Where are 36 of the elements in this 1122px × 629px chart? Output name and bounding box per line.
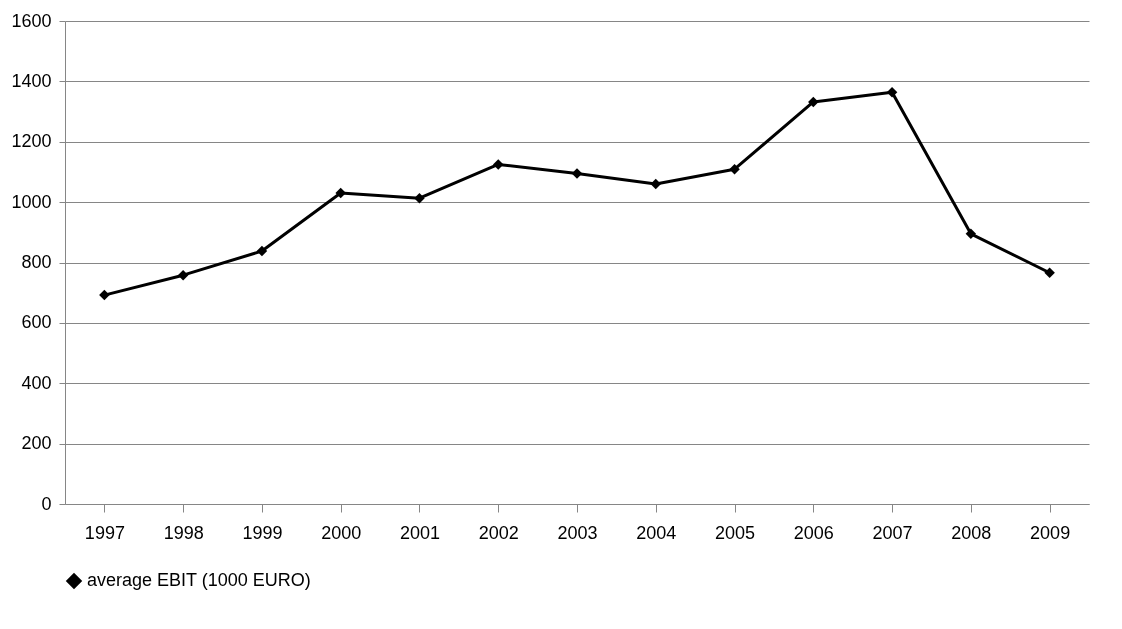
- x-tick-label: 2006: [793, 522, 834, 543]
- x-tick-label: 2001: [399, 522, 440, 543]
- y-tick-label: 200: [21, 433, 52, 454]
- x-tick-label: 1997: [84, 522, 125, 543]
- point: [99, 289, 110, 301]
- y-tick-label: 1400: [11, 70, 52, 91]
- x-tick-label: 2009: [1030, 522, 1071, 543]
- x-tick-label: 2004: [636, 522, 677, 543]
- legend-label: average EBIT (1000 EURO): [87, 570, 311, 590]
- y-tick-label: 800: [21, 252, 52, 272]
- point: [965, 228, 977, 240]
- x-tick-label: 1999: [242, 522, 283, 543]
- y-tick-label: 1000: [11, 191, 52, 212]
- point: [650, 178, 662, 190]
- x-tick-label: 2000: [321, 522, 362, 543]
- y-tick-label: 600: [21, 312, 52, 333]
- y-tick-label: 1600: [11, 10, 52, 31]
- x-tick-label: 1998: [163, 522, 204, 543]
- x-tick-label: 2003: [557, 522, 598, 543]
- x-tick-label: 2005: [715, 522, 756, 543]
- point: [256, 245, 268, 257]
- point: [177, 269, 189, 281]
- point: [414, 192, 425, 204]
- point: [729, 163, 740, 175]
- point: [492, 159, 504, 170]
- point: [886, 87, 898, 98]
- point: [808, 96, 819, 108]
- y-tick-label: 0: [41, 493, 52, 514]
- x-tick-label: 2007: [872, 522, 913, 543]
- point: [335, 187, 346, 199]
- point: [1044, 267, 1055, 279]
- point: [571, 168, 583, 179]
- y-tick-label: 400: [21, 372, 52, 393]
- y-tick-label: 1200: [11, 131, 52, 152]
- x-tick-label: 2002: [478, 522, 519, 543]
- x-tick-label: 2008: [951, 522, 992, 543]
